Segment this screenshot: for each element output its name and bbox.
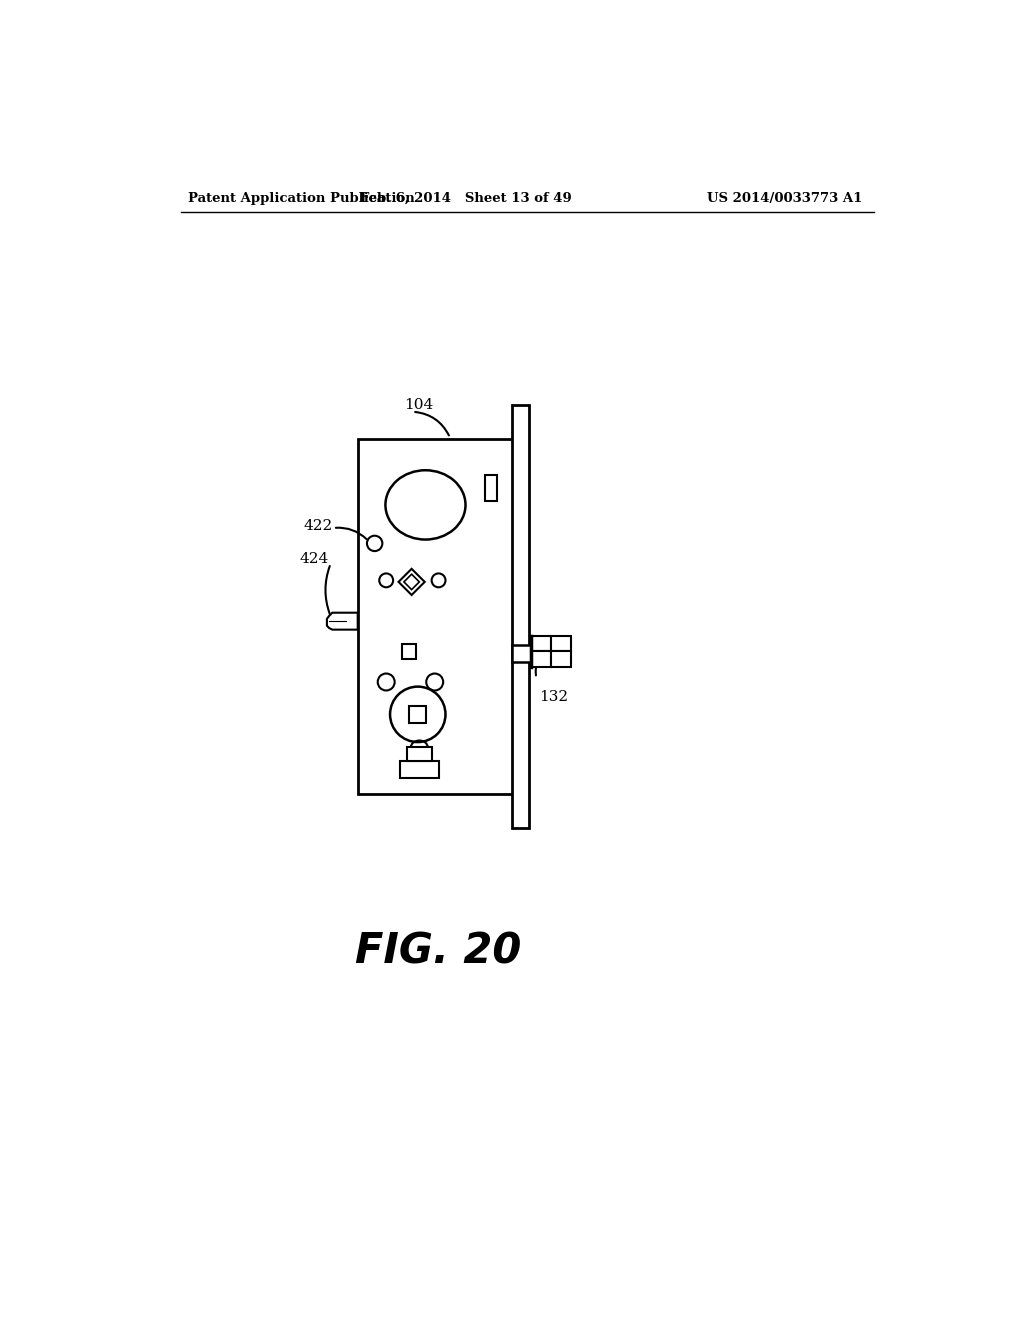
Text: 422: 422: [303, 519, 333, 533]
Circle shape: [432, 573, 445, 587]
Text: 424: 424: [300, 552, 330, 566]
Bar: [357, 440, 519, 793]
Bar: [407, 747, 432, 762]
Circle shape: [390, 686, 445, 742]
Text: Patent Application Publication: Patent Application Publication: [188, 191, 415, 205]
Polygon shape: [327, 612, 357, 630]
Text: Feb. 6, 2014   Sheet 13 of 49: Feb. 6, 2014 Sheet 13 of 49: [359, 191, 571, 205]
Text: 104: 104: [403, 397, 433, 412]
Bar: [512, 405, 529, 829]
Circle shape: [426, 673, 443, 690]
Bar: [551, 651, 571, 667]
Bar: [512, 645, 559, 663]
Bar: [410, 706, 426, 723]
Text: FIG. 20: FIG. 20: [355, 931, 522, 973]
Circle shape: [379, 573, 393, 587]
Text: 132: 132: [539, 689, 567, 704]
Polygon shape: [403, 574, 419, 590]
Bar: [551, 636, 571, 651]
Bar: [484, 475, 497, 502]
Ellipse shape: [385, 470, 466, 540]
Bar: [401, 644, 416, 659]
Bar: [400, 762, 438, 779]
Circle shape: [367, 536, 382, 552]
Circle shape: [378, 673, 394, 690]
Polygon shape: [398, 569, 425, 595]
Bar: [531, 651, 551, 667]
Bar: [531, 636, 551, 651]
Text: US 2014/0033773 A1: US 2014/0033773 A1: [707, 191, 862, 205]
